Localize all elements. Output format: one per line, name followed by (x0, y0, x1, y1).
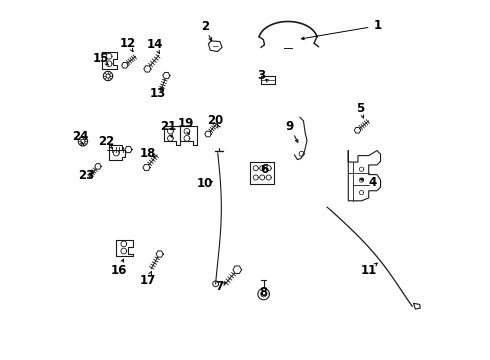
Text: 19: 19 (178, 117, 194, 130)
Text: 5: 5 (356, 102, 364, 115)
Text: 24: 24 (73, 130, 89, 143)
Text: 12: 12 (119, 36, 136, 50)
Text: 11: 11 (361, 264, 377, 277)
Text: 6: 6 (261, 163, 269, 176)
Text: 10: 10 (196, 177, 213, 190)
Text: 9: 9 (286, 121, 294, 134)
Text: 15: 15 (93, 52, 109, 65)
Text: 4: 4 (368, 176, 376, 189)
Text: 17: 17 (139, 274, 156, 287)
Text: 16: 16 (111, 264, 127, 277)
Text: 18: 18 (139, 147, 156, 159)
Text: 7: 7 (215, 280, 223, 293)
Text: 21: 21 (160, 121, 176, 134)
Text: 1: 1 (373, 19, 382, 32)
Text: 13: 13 (150, 87, 166, 100)
Text: 8: 8 (260, 287, 268, 300)
Text: 2: 2 (201, 20, 209, 33)
Text: 23: 23 (78, 169, 95, 182)
Text: 3: 3 (257, 69, 265, 82)
Text: 22: 22 (98, 135, 114, 148)
Text: 20: 20 (207, 114, 224, 127)
Text: 14: 14 (147, 38, 163, 51)
